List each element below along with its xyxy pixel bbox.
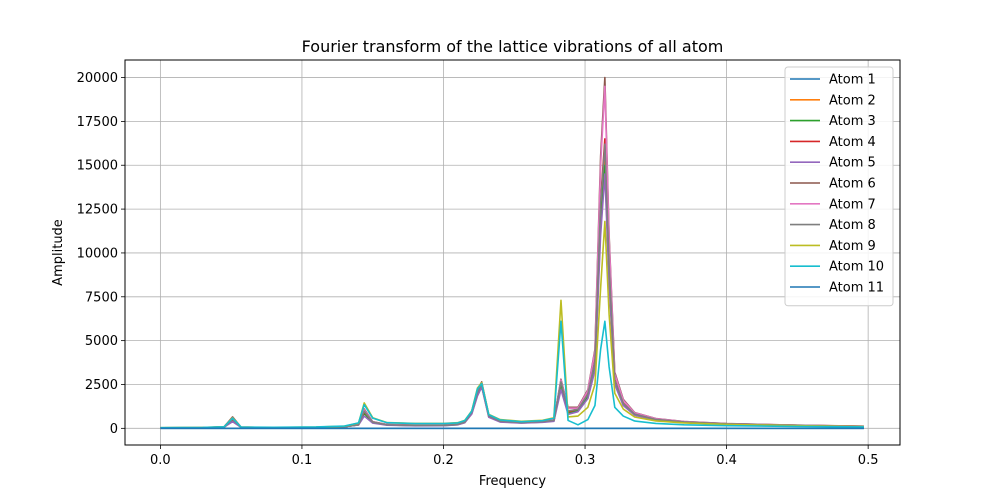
y-tick-label: 20000 bbox=[77, 71, 118, 86]
y-tick-label: 7500 bbox=[85, 290, 118, 305]
legend-entry: Atom 4 bbox=[829, 135, 876, 150]
legend-entry: Atom 9 bbox=[829, 239, 876, 254]
plot-frame bbox=[124, 59, 901, 446]
y-tick-label: 10000 bbox=[77, 246, 118, 261]
chart-title: Fourier transform of the lattice vibrati… bbox=[302, 37, 724, 56]
x-tick-label: 0.2 bbox=[433, 453, 454, 468]
legend-entry: Atom 8 bbox=[829, 218, 876, 233]
legend-entry: Atom 11 bbox=[829, 281, 884, 296]
y-axis: 0 2500 5000 7500 10000 12500 15000 17500 20000 bbox=[77, 71, 125, 437]
series-line-atom-10 bbox=[160, 320, 864, 429]
y-tick-label: 15000 bbox=[77, 159, 118, 174]
legend-entry: Atom 10 bbox=[829, 260, 884, 275]
y-tick-label: 12500 bbox=[77, 203, 118, 218]
y-tick-label: 17500 bbox=[77, 115, 118, 130]
legend-entry: Atom 6 bbox=[829, 177, 876, 192]
y-tick-label: 0 bbox=[110, 422, 118, 437]
x-tick-label: 0.5 bbox=[858, 453, 879, 468]
series-lines bbox=[160, 76, 864, 430]
legend-entry: Atom 3 bbox=[829, 114, 876, 129]
legend-entry: Atom 5 bbox=[829, 156, 876, 171]
x-axis: 0.0 0.1 0.2 0.3 0.4 0.5 bbox=[150, 445, 878, 468]
grid bbox=[125, 60, 900, 445]
legend-entry: Atom 1 bbox=[829, 73, 876, 88]
legend: Atom 1 Atom 2 Atom 3 Atom 4 Atom 5 Atom 6 Atom… bbox=[784, 66, 894, 307]
x-tick-label: 0.4 bbox=[716, 453, 737, 468]
legend-entry: Atom 2 bbox=[829, 93, 876, 108]
y-tick-label: 5000 bbox=[85, 334, 118, 349]
x-tick-label: 0.3 bbox=[575, 453, 596, 468]
x-axis-label: Frequency bbox=[479, 474, 546, 489]
legend-entry: Atom 7 bbox=[829, 197, 876, 212]
x-tick-label: 0.1 bbox=[292, 453, 313, 468]
y-axis-label: Amplitude bbox=[51, 219, 66, 286]
y-tick-label: 2500 bbox=[85, 378, 118, 393]
x-tick-label: 0.0 bbox=[150, 453, 171, 468]
